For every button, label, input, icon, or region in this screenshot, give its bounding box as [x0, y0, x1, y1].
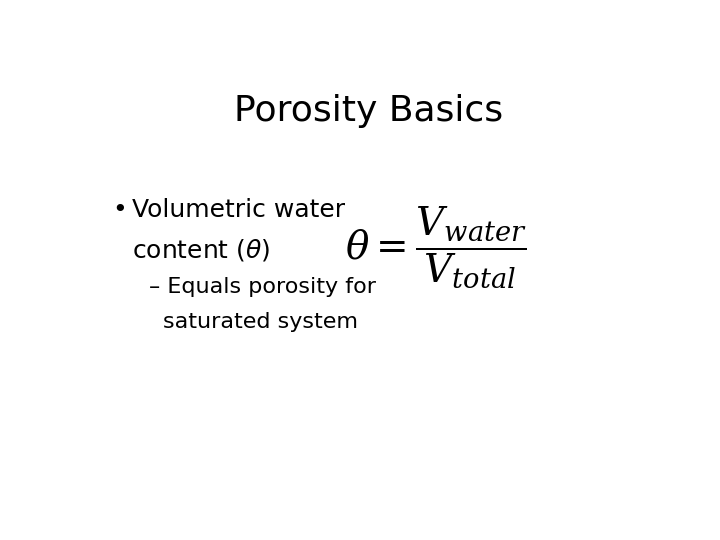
- Text: •: •: [112, 198, 127, 222]
- Text: $\theta = \dfrac{V_{water}}{V_{total}}$: $\theta = \dfrac{V_{water}}{V_{total}}$: [345, 205, 527, 291]
- Text: Volumetric water: Volumetric water: [132, 198, 345, 222]
- Text: Porosity Basics: Porosity Basics: [235, 94, 503, 128]
- Text: – Equals porosity for: – Equals porosity for: [148, 277, 376, 297]
- Text: content ($\theta$): content ($\theta$): [132, 238, 270, 264]
- Text: saturated system: saturated system: [163, 312, 358, 332]
